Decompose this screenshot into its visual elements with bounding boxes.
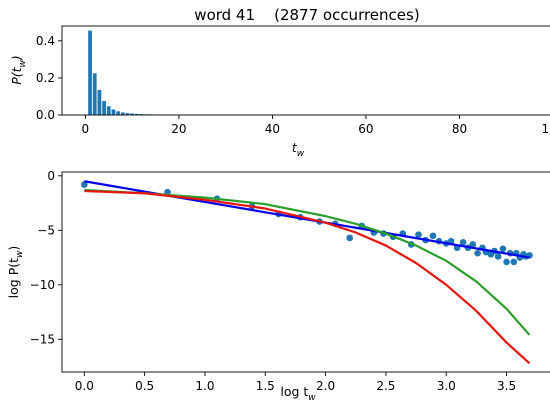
x-tick-label: 80	[452, 122, 467, 136]
loglog-y-ticks: 0 −5 −10 −15	[30, 169, 62, 346]
red-fit-curve	[84, 189, 531, 365]
y-tick-label: 0.0	[36, 108, 55, 122]
data-point	[499, 245, 507, 253]
histogram-bar	[139, 114, 144, 115]
data-point	[81, 181, 88, 188]
x-tick-label: 1.0	[195, 379, 214, 393]
histogram-bars	[88, 30, 228, 116]
histogram-bar	[102, 101, 106, 115]
histogram-bar	[125, 113, 130, 115]
histogram-bar	[111, 109, 116, 115]
y-tick-label: −5	[37, 223, 55, 237]
data-point	[346, 234, 354, 242]
loglog-y-label: log P(tw)	[6, 246, 25, 299]
histogram-x-ticks: 0 20 40 60 80 100	[82, 115, 550, 136]
loglog-panel: 0.0 0.5 1.0 1.5 2.0 2.5 3.0 3.5 0 −5 −10 −15 log t…	[6, 169, 550, 403]
x-tick-label: 0	[82, 122, 90, 136]
data-point	[459, 238, 467, 246]
histogram-bar	[120, 112, 125, 115]
x-tick-label: 2.0	[316, 379, 335, 393]
loglog-x-ticks: 0.0 0.5 1.0 1.5 2.0 2.5 3.0 3.5	[75, 372, 516, 393]
histogram-axes-frame	[61, 25, 550, 116]
histogram-bar	[97, 89, 102, 115]
histogram-x-label: tw	[292, 140, 305, 159]
histogram-y-label: P(tw)	[9, 55, 28, 85]
histogram-y-ticks: 0.0 0.2 0.4	[36, 34, 62, 122]
loglog-x-label: log tw	[280, 384, 316, 403]
x-tick-label: 100	[542, 122, 550, 136]
y-tick-label: 0.4	[36, 34, 55, 48]
x-tick-label: 40	[265, 122, 280, 136]
data-point	[474, 249, 481, 257]
histogram-bar	[116, 111, 120, 115]
x-tick-label: 0.5	[135, 379, 154, 393]
x-tick-label: 1.5	[256, 379, 275, 393]
loglog-axes-frame	[61, 171, 550, 373]
data-point	[429, 232, 437, 240]
histogram-bar	[92, 73, 97, 115]
x-tick-label: 3.0	[437, 379, 456, 393]
fit-curves	[84, 188, 531, 365]
data-point	[469, 241, 477, 248]
x-tick-label: 2.5	[376, 379, 395, 393]
y-tick-label: −10	[30, 278, 55, 292]
green-fit-curve	[84, 188, 531, 336]
histogram-bar	[106, 106, 111, 115]
y-tick-label: −15	[30, 332, 55, 346]
histogram-bar	[130, 113, 135, 115]
x-tick-label: 3.5	[497, 379, 516, 393]
data-point	[415, 231, 422, 238]
y-tick-label: 0	[47, 169, 55, 183]
x-tick-label: 0.0	[75, 379, 94, 393]
data-point	[503, 258, 510, 266]
histogram-panel: word 41 (2877 occurrences) 020406080100 …	[9, 6, 550, 159]
x-tick-label: 20	[171, 122, 186, 136]
histogram-bar	[88, 30, 92, 116]
data-point	[494, 253, 502, 260]
y-tick-label: 0.2	[36, 71, 55, 85]
histogram-bar	[134, 113, 139, 115]
x-tick-label: 60	[358, 122, 373, 136]
data-point	[510, 258, 518, 266]
chart-title: word 41 (2877 occurrences)	[194, 6, 419, 24]
